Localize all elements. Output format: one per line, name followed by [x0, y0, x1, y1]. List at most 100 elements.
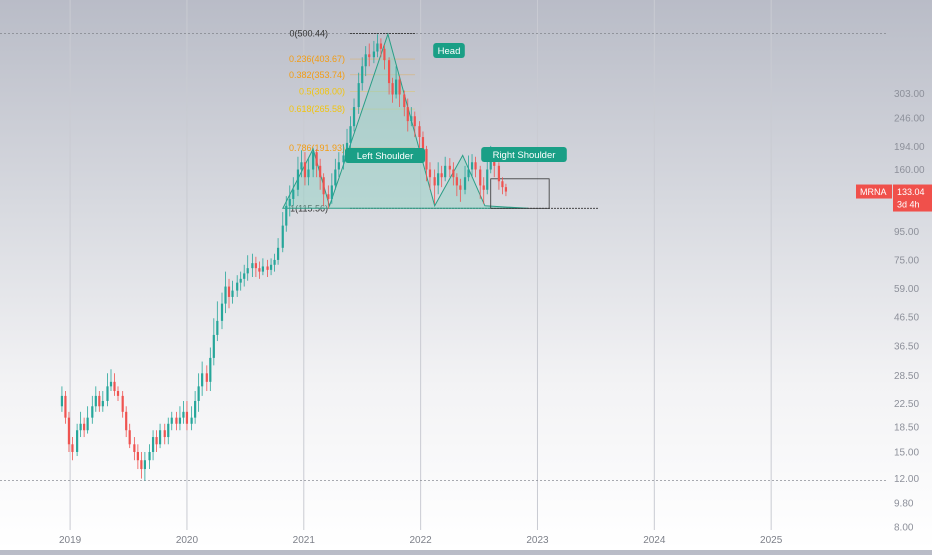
- candle-body: [303, 162, 307, 178]
- candle-body: [106, 386, 109, 401]
- candle-body: [285, 205, 288, 226]
- candle-body: [254, 263, 257, 269]
- candle-body: [281, 225, 284, 248]
- candle-body: [148, 451, 151, 461]
- y-tick-label: 160.00: [894, 165, 925, 176]
- candle-body: [113, 381, 116, 392]
- left-shoulder-label: Left Shoulder: [357, 151, 414, 162]
- y-tick-label: 28.50: [894, 371, 919, 382]
- candle-body: [109, 381, 113, 387]
- candle-body: [158, 430, 162, 445]
- x-tick-label: 2025: [760, 535, 783, 546]
- candle-body: [83, 423, 86, 431]
- candle-body: [136, 451, 139, 461]
- candle-body: [455, 177, 458, 186]
- candle-body: [178, 417, 182, 424]
- candle-body: [133, 444, 136, 452]
- x-tick-label: 2020: [176, 535, 199, 546]
- y-tick-label: 59.00: [894, 284, 919, 295]
- x-tick-label: 2022: [410, 535, 433, 546]
- candle-body: [246, 268, 249, 274]
- candle-body: [349, 126, 352, 143]
- candle-body: [194, 400, 197, 418]
- fib-level-label: 0.618(265.58): [289, 104, 345, 114]
- candle-body: [307, 169, 310, 178]
- candle-body: [125, 411, 128, 431]
- y-tick-label: 194.00: [894, 142, 925, 153]
- fib-level-label: 0(500.44): [289, 28, 328, 38]
- candle-body: [410, 116, 413, 122]
- candle-body: [337, 162, 340, 170]
- head-label: Head: [438, 46, 461, 57]
- candle-body: [497, 165, 501, 182]
- left-shoulder-label-bg: [344, 148, 426, 163]
- candle-body: [315, 152, 318, 166]
- candle-body: [504, 187, 508, 192]
- candle-body: [231, 290, 234, 297]
- candle-body: [269, 264, 273, 270]
- candle-body: [361, 66, 364, 84]
- candle-body: [398, 79, 401, 95]
- candle-body: [403, 94, 406, 108]
- candle-body: [98, 395, 101, 407]
- candle-body: [470, 162, 474, 170]
- candle-body: [266, 266, 269, 270]
- y-tick-label: 8.00: [894, 523, 914, 534]
- candle-body: [421, 137, 425, 149]
- candle-body: [236, 282, 239, 291]
- fibonacci-retracement[interactable]: 0(500.44) 0.236(403.67) 0.382(353.74) 0.5(3…: [0, 28, 888, 482]
- candle-body: [64, 395, 67, 418]
- candle-body: [288, 198, 291, 206]
- head-and-shoulders-pattern[interactable]: [281, 32, 550, 209]
- x-tick-label: 2024: [643, 535, 666, 546]
- candle-body: [474, 162, 477, 170]
- pattern-fill: [281, 32, 529, 209]
- candle-body: [300, 162, 303, 170]
- y-axis: 8.00 9.80 12.00 15.00 18.50 22.50 28.50 36.50 46…: [894, 89, 925, 534]
- price-tag-value: 133.04: [897, 187, 925, 197]
- candle-body: [71, 444, 74, 452]
- candle-body: [258, 268, 261, 272]
- candle-body: [334, 169, 337, 186]
- candle-body: [224, 286, 227, 304]
- y-tick-label: 95.00: [894, 227, 919, 238]
- candle-body: [190, 417, 193, 424]
- candle-body: [437, 173, 440, 186]
- candle-body: [352, 107, 356, 127]
- candle-body: [79, 423, 82, 431]
- candle-body: [185, 411, 189, 424]
- candlestick-series: [60, 34, 508, 481]
- y-tick-label: 303.00: [894, 89, 925, 100]
- candle-body: [201, 373, 204, 387]
- y-tick-label: 12.00: [894, 474, 919, 485]
- candle-body: [482, 185, 485, 190]
- price-tag: MRNA 133.04 3d 4h: [856, 184, 932, 212]
- y-tick-label: 46.50: [894, 312, 919, 323]
- candle-body: [205, 373, 208, 382]
- candle-body: [86, 417, 89, 431]
- fib-level-label: 0.786(191.93): [289, 143, 345, 153]
- candle-body: [239, 278, 242, 283]
- candle-body: [128, 430, 131, 445]
- candle-body: [227, 286, 231, 297]
- y-tick-label: 9.80: [894, 498, 914, 509]
- y-tick-label: 36.50: [894, 341, 919, 352]
- candle-body: [312, 152, 315, 170]
- candle-body: [91, 406, 94, 418]
- candle-body: [368, 54, 371, 58]
- candle-body: [163, 430, 166, 438]
- candle-body: [467, 169, 470, 178]
- candle-body: [486, 169, 489, 190]
- candle-body: [413, 116, 416, 127]
- y-tick-label: 15.00: [894, 447, 919, 458]
- candle-body: [383, 48, 386, 61]
- candle-body: [501, 181, 504, 188]
- fib-level-label: 0.236(403.67): [289, 54, 345, 64]
- candle-body: [357, 83, 360, 108]
- candle-body: [151, 437, 155, 452]
- candle-body: [251, 263, 254, 269]
- candle-body: [330, 185, 333, 199]
- y-tick-label: 75.00: [894, 255, 919, 266]
- candle-body: [170, 417, 173, 424]
